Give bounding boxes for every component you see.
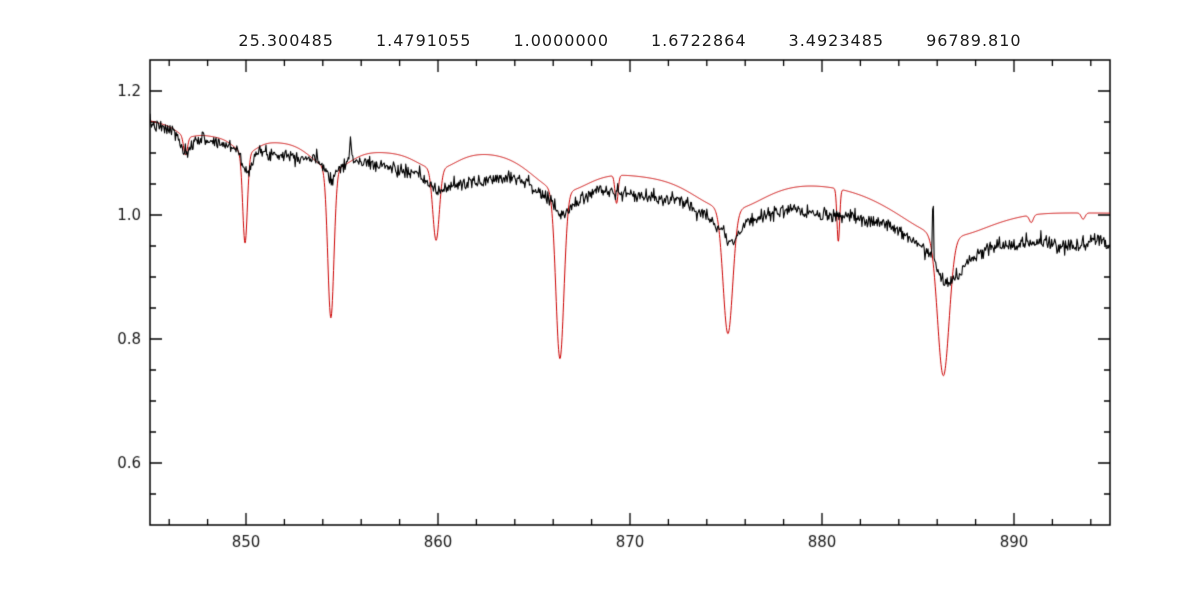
fit-parameter-value: 96789.810 <box>926 31 1022 50</box>
fit-parameter-value: 1.4791055 <box>375 31 472 50</box>
fit-parameter-value: 3.4923485 <box>788 31 885 50</box>
fit-parameters-header: 25.300485 1.4791055 1.0000000 1.6722864 … <box>150 31 1110 50</box>
fit-parameter-value: 1.0000000 <box>513 31 609 50</box>
fit-parameter-value: 25.300485 <box>238 31 334 50</box>
fit-parameter-value: 1.6722864 <box>651 31 747 50</box>
